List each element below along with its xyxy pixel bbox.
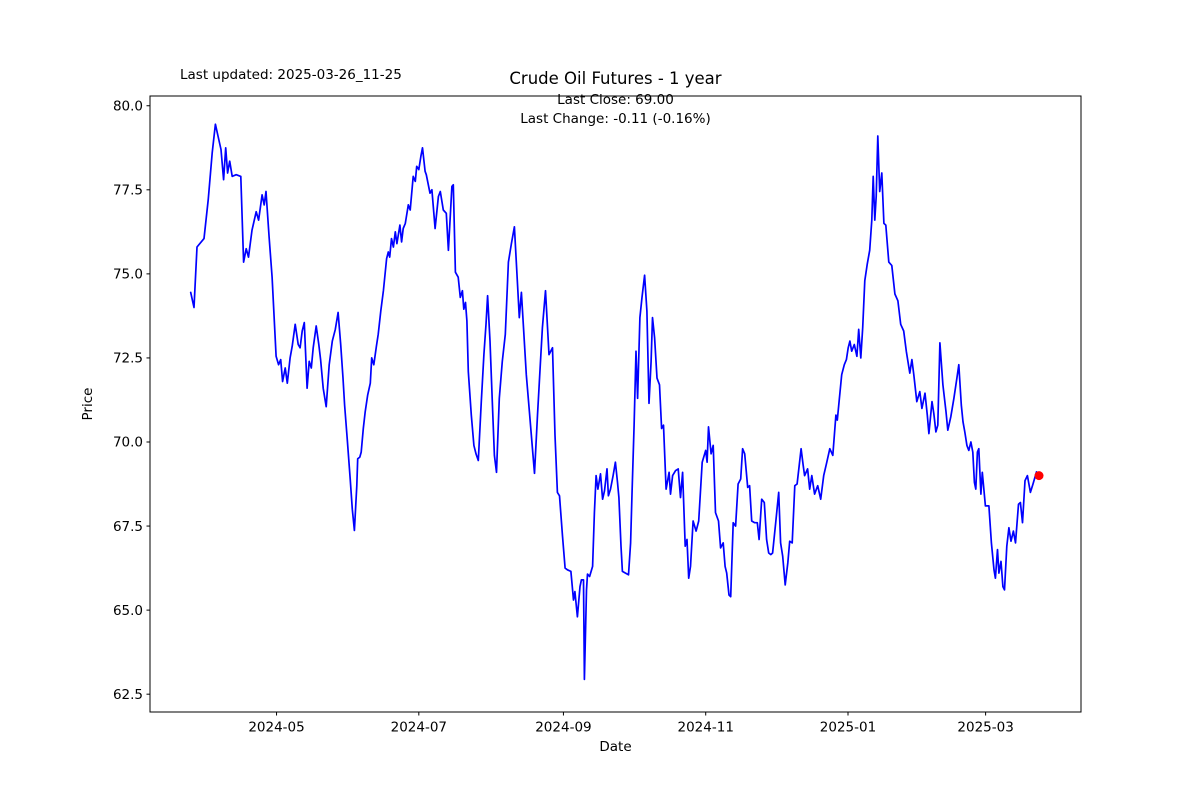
y-tick-label: 67.5 — [113, 519, 143, 535]
last-change-line: Last Change: -0.11 (-0.16%) — [520, 111, 711, 127]
x-tick-label: 2025-01 — [820, 720, 876, 736]
x-axis-label: Date — [599, 739, 632, 755]
x-tick-label: 2024-11 — [678, 720, 734, 736]
x-tick-label: 2024-05 — [248, 720, 304, 736]
y-tick-label: 77.5 — [113, 183, 143, 199]
y-tick-label: 80.0 — [113, 98, 143, 114]
y-tick-label: 70.0 — [113, 435, 143, 451]
last-close-line: Last Close: 69.00 — [557, 92, 674, 108]
x-tick-label: 2024-09 — [535, 720, 591, 736]
last-updated-annotation: Last updated: 2025-03-26_11-25 — [180, 67, 402, 83]
price-line — [189, 123, 1040, 681]
y-tick-label: 72.5 — [113, 351, 143, 367]
y-axis-label: Price — [80, 387, 96, 421]
x-tick-label: 2024-07 — [391, 720, 447, 736]
y-tick-label: 62.5 — [113, 687, 143, 703]
y-tick-label: 75.0 — [113, 267, 143, 283]
chart-title: Crude Oil Futures - 1 year — [509, 69, 722, 88]
last-price-marker — [1034, 471, 1044, 481]
x-tick-label: 2025-03 — [957, 720, 1013, 736]
last-close-annotation: Last Close: 69.00 Last Change: -0.11 (-0.… — [150, 91, 1081, 129]
y-tick-label: 65.0 — [113, 603, 143, 619]
axes-frame — [149, 95, 1082, 713]
